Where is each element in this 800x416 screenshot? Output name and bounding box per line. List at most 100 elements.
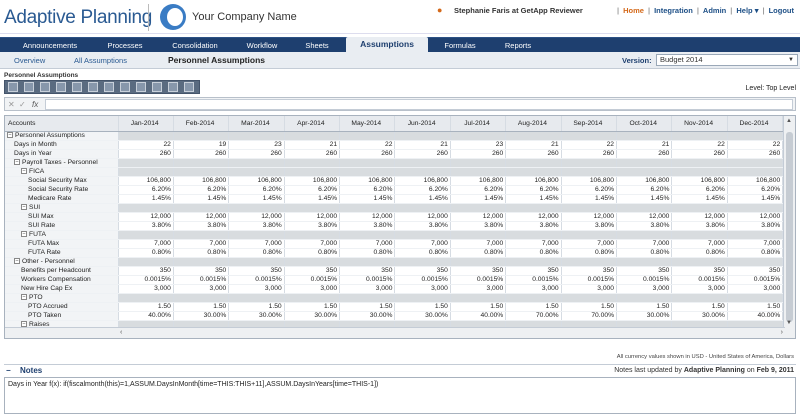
account-name[interactable]: − Other - Personnel — [5, 257, 119, 267]
grid-cell[interactable]: 70.00% — [505, 311, 562, 321]
grid-cell[interactable]: 0.0015% — [727, 275, 784, 285]
account-name[interactable]: Days in Month — [5, 140, 119, 150]
grid-cell[interactable] — [671, 230, 728, 240]
edit-icon[interactable] — [8, 82, 18, 92]
grid-cell[interactable] — [228, 167, 285, 177]
collapse-toggle-icon[interactable]: − — [21, 321, 27, 328]
grid-cell[interactable]: 1.45% — [284, 194, 341, 204]
grid-cell[interactable]: 106,800 — [671, 176, 728, 186]
grid-cell[interactable]: 3.80% — [505, 221, 562, 231]
account-name[interactable]: − PTO — [5, 293, 119, 303]
grid-cell[interactable]: 6.20% — [118, 185, 174, 195]
grid-cell[interactable]: 1.45% — [118, 194, 174, 204]
grid-cell[interactable] — [450, 257, 507, 267]
grid-cell[interactable]: 350 — [118, 266, 174, 276]
grid-cell[interactable]: 350 — [394, 266, 451, 276]
grid-cell[interactable]: 12,000 — [118, 212, 174, 222]
grid-cell[interactable]: 1.50 — [671, 302, 728, 312]
collapse-toggle-icon[interactable]: − — [21, 204, 27, 211]
grid-cell[interactable] — [505, 230, 562, 240]
grid-cell[interactable]: 7,000 — [173, 239, 230, 249]
grid-cell[interactable]: 1.45% — [339, 194, 396, 204]
grid-cell[interactable]: 12,000 — [727, 212, 784, 222]
grid-cell[interactable]: 6.20% — [394, 185, 451, 195]
account-name[interactable]: Social Security Rate — [5, 185, 119, 195]
grid-cell[interactable]: 0.80% — [173, 248, 230, 258]
grid-cell[interactable]: 3.80% — [394, 221, 451, 231]
grid-cell[interactable] — [228, 131, 285, 141]
tab-sheets[interactable]: Sheets — [305, 41, 329, 50]
grid-cell[interactable]: 1.45% — [450, 194, 507, 204]
grid-cell[interactable]: 260 — [616, 149, 673, 159]
grid-cell[interactable]: 12,000 — [671, 212, 728, 222]
grid-cell[interactable] — [228, 293, 285, 303]
account-name[interactable]: New Hire Cap Ex — [5, 284, 119, 294]
grid-cell[interactable] — [173, 293, 230, 303]
notes-collapse-icon[interactable]: − — [6, 366, 11, 375]
grid-cell[interactable] — [671, 293, 728, 303]
account-name[interactable]: − SUI — [5, 203, 119, 213]
grid-cell[interactable]: 260 — [228, 149, 285, 159]
collapse-toggle-icon[interactable]: − — [7, 132, 13, 139]
grid-cell[interactable] — [671, 158, 728, 168]
grid-cell[interactable] — [616, 131, 673, 141]
refresh-icon[interactable] — [56, 82, 66, 92]
grid-cell[interactable]: 3,000 — [394, 284, 451, 294]
grid-cell[interactable] — [671, 203, 728, 213]
grid-cell[interactable]: 12,000 — [284, 212, 341, 222]
grid-cell[interactable]: 22 — [118, 140, 174, 150]
grid-cell[interactable]: 23 — [228, 140, 285, 150]
grid-cell[interactable]: 3.80% — [339, 221, 396, 231]
grid-cell[interactable] — [284, 293, 341, 303]
account-name[interactable]: − Payroll Taxes - Personnel — [5, 158, 119, 168]
all-assumptions-link[interactable]: All Assumptions — [74, 56, 127, 65]
grid-cell[interactable]: 70.00% — [561, 311, 618, 321]
collapse-toggle-icon[interactable]: − — [21, 294, 27, 301]
grid-cell[interactable]: 12,000 — [394, 212, 451, 222]
grid-cell[interactable] — [616, 230, 673, 240]
grid-cell[interactable]: 6.20% — [616, 185, 673, 195]
grid-cell[interactable] — [228, 257, 285, 267]
outdent-icon[interactable] — [136, 82, 146, 92]
grid-cell[interactable] — [671, 257, 728, 267]
account-name[interactable]: − Personnel Assumptions — [5, 131, 119, 141]
grid-cell[interactable]: 22 — [561, 140, 618, 150]
grid-cell[interactable]: 0.80% — [450, 248, 507, 258]
grid-cell[interactable] — [284, 203, 341, 213]
grid-cell[interactable]: 3.80% — [284, 221, 341, 231]
grid-cell[interactable] — [173, 230, 230, 240]
grid-cell[interactable]: 6.20% — [339, 185, 396, 195]
account-name[interactable]: SUI Max — [5, 212, 119, 222]
grid-cell[interactable]: 21 — [394, 140, 451, 150]
grid-cell[interactable]: 3,000 — [450, 284, 507, 294]
grid-cell[interactable]: 260 — [284, 149, 341, 159]
grid-cell[interactable]: 106,800 — [727, 176, 784, 186]
grid-cell[interactable] — [394, 230, 451, 240]
grid-cell[interactable]: 1.50 — [450, 302, 507, 312]
account-name[interactable]: PTO Taken — [5, 311, 119, 321]
grid-cell[interactable] — [616, 158, 673, 168]
lock-icon[interactable] — [168, 82, 178, 92]
grid-cell[interactable]: 260 — [727, 149, 784, 159]
grid-cell[interactable]: 260 — [671, 149, 728, 159]
grid-cell[interactable]: 30.00% — [394, 311, 451, 321]
grid-cell[interactable]: 1.45% — [173, 194, 230, 204]
grid-cell[interactable]: 0.0015% — [450, 275, 507, 285]
grid-cell[interactable] — [228, 158, 285, 168]
grid-cell[interactable]: 6.20% — [284, 185, 341, 195]
version-select[interactable]: Budget 2014 ▼ — [656, 54, 798, 66]
grid-cell[interactable]: 6.20% — [228, 185, 285, 195]
tab-consolidation[interactable]: Consolidation — [172, 41, 218, 50]
grid-cell[interactable]: 21 — [284, 140, 341, 150]
grid-cell[interactable]: 7,000 — [118, 239, 174, 249]
account-name[interactable]: Benefits per Headcount — [5, 266, 119, 276]
grid-cell[interactable] — [394, 167, 451, 177]
grid-cell[interactable] — [450, 131, 507, 141]
grid-cell[interactable]: 7,000 — [394, 239, 451, 249]
collapse-toggle-icon[interactable]: − — [14, 258, 20, 265]
tab-announcements[interactable]: Announcements — [22, 41, 78, 50]
grid-cell[interactable]: 1.50 — [505, 302, 562, 312]
grid-cell[interactable]: 350 — [727, 266, 784, 276]
grid-cell[interactable]: 0.80% — [616, 248, 673, 258]
grid-cell[interactable] — [505, 158, 562, 168]
